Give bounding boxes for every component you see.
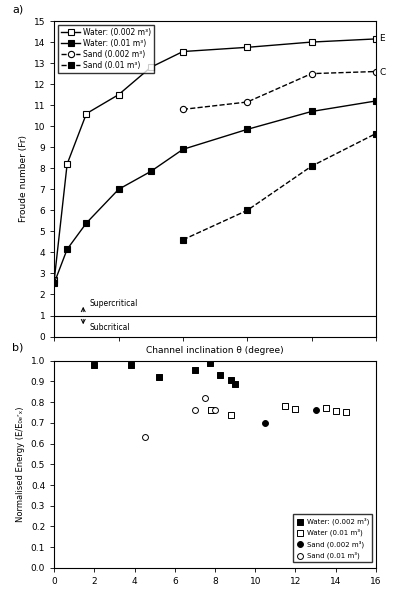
Text: E: E <box>378 34 384 43</box>
Sand (0.002 m³) <box>308 70 313 77</box>
Water: (0.002 m³): (8.25, 0.93): (0.002 m³): (8.25, 0.93) <box>217 370 223 380</box>
Sand (0.002 m³) <box>261 418 268 428</box>
Text: C: C <box>378 68 385 77</box>
Line: Water: (0.01 m³): Water: (0.01 m³) <box>51 98 378 286</box>
Water: (0.01 m³): (10, 7): (0.01 m³): (10, 7) <box>116 186 121 193</box>
Water (0.01 m³) <box>292 404 298 414</box>
Water: (0.01 m³): (50, 11.2): (0.01 m³): (50, 11.2) <box>373 97 377 105</box>
Water (0.01 m³) <box>282 401 288 411</box>
Sand (0.01 m³) <box>180 236 185 243</box>
Water: (0.01 m³): (0, 2.55): (0.01 m³): (0, 2.55) <box>52 279 57 287</box>
Water: (0.002 m³): (2, 8.2): (0.002 m³): (2, 8.2) <box>65 160 69 168</box>
Water: (0.002 m³): (7.75, 0.99): (0.002 m³): (7.75, 0.99) <box>206 358 213 367</box>
Sand (0.01 m³) <box>308 162 313 169</box>
Water: (0.01 m³): (30, 9.85): (0.01 m³): (30, 9.85) <box>244 126 249 133</box>
Water: (0.01 m³): (40, 10.7): (0.01 m³): (40, 10.7) <box>308 108 313 115</box>
Sand (0.002 m³) <box>180 106 185 113</box>
Water: (0.01 m³): (15, 7.85): (0.01 m³): (15, 7.85) <box>148 168 153 175</box>
Water: (0.002 m³): (5, 10.6): (0.002 m³): (5, 10.6) <box>84 110 89 117</box>
Water: (0.002 m³): (7, 0.955): (0.002 m³): (7, 0.955) <box>191 365 198 375</box>
Legend: Water: (0.002 m³), Water (0.01 m³), Sand (0.002 m³), Sand (0.01 m³): Water: (0.002 m³), Water (0.01 m³), Sand… <box>293 514 371 563</box>
Sand (0.01 m³) <box>141 432 148 442</box>
Water (0.01 m³) <box>227 410 234 419</box>
Text: Supercritical: Supercritical <box>89 299 138 308</box>
Water: (0.01 m³): (2, 4.15): (0.01 m³): (2, 4.15) <box>65 246 69 253</box>
Text: Subcritical: Subcritical <box>89 323 130 332</box>
Water: (0.01 m³): (5, 5.4): (0.01 m³): (5, 5.4) <box>84 219 89 227</box>
Text: a): a) <box>12 5 24 15</box>
Sand (0.01 m³) <box>244 207 249 214</box>
Sand (0.01 m³) <box>373 130 377 137</box>
Water: (0.002 m³): (30, 13.8): (0.002 m³): (30, 13.8) <box>244 44 249 51</box>
Sand (0.002 m³) <box>312 405 318 415</box>
Water (0.01 m³) <box>342 407 348 417</box>
Water: (0.002 m³): (0, 2.7): (0.002 m³): (0, 2.7) <box>52 276 57 283</box>
Line: Sand (0.01 m³): Sand (0.01 m³) <box>179 130 378 243</box>
Water: (0.002 m³): (5.2, 0.923): (0.002 m³): (5.2, 0.923) <box>155 372 162 382</box>
Sand (0.01 m³) <box>201 393 208 403</box>
Sand (0.01 m³) <box>191 405 198 415</box>
Water: (0.002 m³): (15, 12.8): (0.002 m³): (15, 12.8) <box>148 64 153 71</box>
Sand (0.01 m³) <box>211 405 218 415</box>
Legend: Water: (0.002 m³), Water: (0.01 m³), Sand (0.002 m³), Sand (0.01 m³): Water: (0.002 m³), Water: (0.01 m³), San… <box>58 25 154 73</box>
Line: Water: (0.002 m³): Water: (0.002 m³) <box>51 36 378 283</box>
Water (0.01 m³) <box>322 403 328 413</box>
Water: (0.002 m³): (40, 14): (0.002 m³): (40, 14) <box>308 38 313 46</box>
Water: (0.002 m³): (10, 11.5): (0.002 m³): (10, 11.5) <box>116 91 121 98</box>
Y-axis label: Normalised Energy (E/E₀ₑʳₓ): Normalised Energy (E/E₀ₑʳₓ) <box>16 406 25 522</box>
Line: Sand (0.002 m³): Sand (0.002 m³) <box>179 69 378 112</box>
Water (0.01 m³) <box>207 406 214 415</box>
Text: Channel inclination θ (degree): Channel inclination θ (degree) <box>146 346 283 355</box>
Water (0.01 m³) <box>332 407 338 416</box>
Water: (0.002 m³): (2, 0.98): (0.002 m³): (2, 0.98) <box>91 360 97 370</box>
Y-axis label: Froude number (Fr): Froude number (Fr) <box>19 135 28 222</box>
Water: (0.002 m³): (9, 0.888): (0.002 m³): (9, 0.888) <box>231 379 238 389</box>
Water: (0.002 m³): (3.8, 0.978): (0.002 m³): (3.8, 0.978) <box>127 361 134 370</box>
Text: b): b) <box>12 343 24 352</box>
Sand (0.002 m³) <box>244 99 249 106</box>
Water: (0.002 m³): (50, 14.2): (0.002 m³): (50, 14.2) <box>373 35 377 43</box>
Water: (0.01 m³): (20, 8.9): (0.01 m³): (20, 8.9) <box>180 145 185 153</box>
Water: (0.002 m³): (8.8, 0.905): (0.002 m³): (8.8, 0.905) <box>227 376 234 385</box>
Water: (0.002 m³): (20, 13.6): (0.002 m³): (20, 13.6) <box>180 48 185 55</box>
Sand (0.002 m³) <box>373 68 377 75</box>
